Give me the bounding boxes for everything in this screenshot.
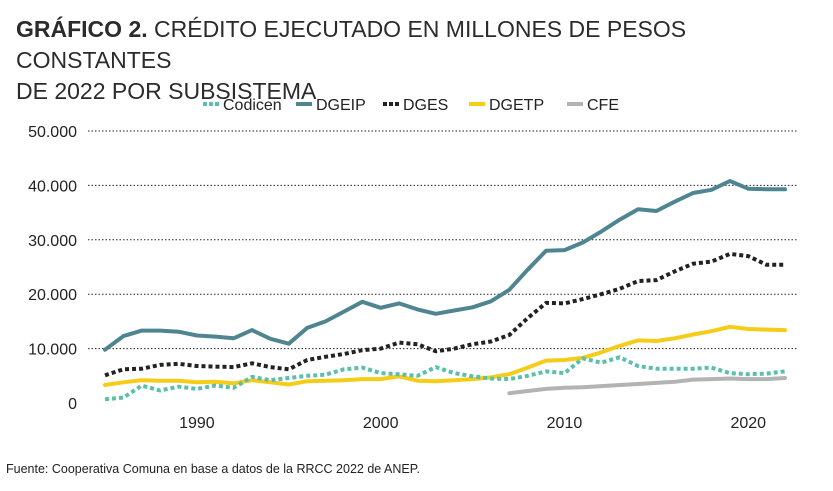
series-line-dgetp [103, 324, 787, 387]
y-axis-ticks: 0 10.000 20.000 30.000 40.000 50.000 [28, 124, 77, 413]
legend-label-dgetp: DGETP [489, 97, 544, 114]
title-line-2: DE 2022 POR SUBSISTEMA [16, 78, 317, 104]
legend-label-dgeip: DGEIP [316, 97, 366, 114]
y-tick-label: 40.000 [28, 178, 77, 195]
y-tick-label: 30.000 [28, 233, 77, 250]
y-tick-label: 0 [68, 396, 77, 413]
legend: Codicen DGEIP DGES DGETP CFE [203, 97, 619, 114]
legend-label-cfe: CFE [587, 97, 619, 114]
x-tick-label: 2000 [363, 415, 399, 432]
series-line-dgeip [103, 179, 787, 352]
chart-title: GRÁFICO 2. CRÉDITO EJECUTADO EN MILLONES… [16, 14, 816, 107]
x-tick-label: 1990 [179, 415, 215, 432]
source-note: Fuente: Cooperativa Comuna en base a dat… [6, 462, 420, 476]
legend-label-codicen: Codicen [223, 97, 282, 114]
series-line-codicen [104, 355, 786, 402]
y-tick-label: 20.000 [28, 287, 77, 304]
series-line-cfe [507, 376, 787, 396]
y-tick-label: 10.000 [28, 342, 77, 359]
y-tick-label: 50.000 [28, 124, 77, 141]
x-axis-ticks: 1990 2000 2010 2020 [179, 415, 766, 432]
x-tick-label: 2020 [730, 415, 766, 432]
figure-label: GRÁFICO 2. [16, 16, 148, 42]
series-lines [103, 179, 787, 402]
gridlines [88, 130, 798, 350]
legend-label-dges: DGES [403, 97, 448, 114]
series-line-dges [104, 251, 785, 378]
x-tick-label: 2010 [547, 415, 583, 432]
title-line-1: CRÉDITO EJECUTADO EN MILLONES DE PESOS C… [16, 16, 687, 73]
line-chart: Codicen DGEIP DGES DGETP CFE 0 10.000 20.000 30… [28, 97, 798, 432]
